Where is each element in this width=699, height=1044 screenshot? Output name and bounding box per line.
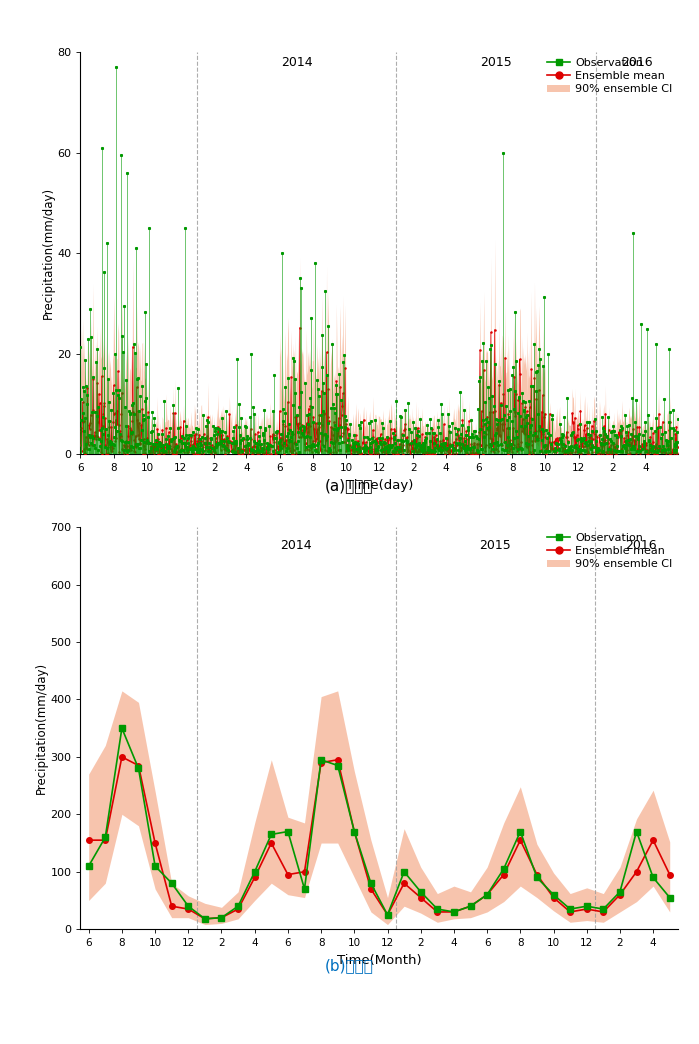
Text: 2014: 2014 [280,540,312,552]
Text: 2015: 2015 [480,540,511,552]
Legend: Observation, Ensemble mean, 90% ensemble CI: Observation, Ensemble mean, 90% ensemble… [547,57,672,94]
Text: 2014: 2014 [281,56,312,69]
Text: 2016: 2016 [625,540,656,552]
X-axis label: Time(Month): Time(Month) [337,954,421,967]
Y-axis label: Precipitation(mm/day): Precipitation(mm/day) [34,662,48,794]
Y-axis label: Precipitation(mm/day): Precipitation(mm/day) [41,187,55,319]
Text: 2016: 2016 [621,56,653,69]
Text: (a)일단위: (a)일단위 [325,478,374,493]
Text: (b)월단위: (b)월단위 [325,958,374,973]
Legend: Observation, Ensemble mean, 90% ensemble CI: Observation, Ensemble mean, 90% ensemble… [547,532,672,569]
X-axis label: Time(day): Time(day) [345,479,413,492]
Text: 2015: 2015 [480,56,512,69]
